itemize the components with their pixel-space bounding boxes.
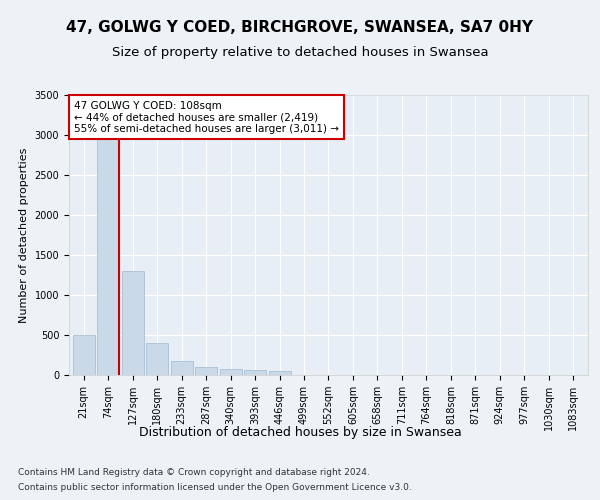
Text: 47, GOLWG Y COED, BIRCHGROVE, SWANSEA, SA7 0HY: 47, GOLWG Y COED, BIRCHGROVE, SWANSEA, S… [67, 20, 533, 35]
Bar [244, 370, 266, 375]
Text: 47 GOLWG Y COED: 108sqm
← 44% of detached houses are smaller (2,419)
55% of semi: 47 GOLWG Y COED: 108sqm ← 44% of detache… [74, 100, 339, 134]
Bar [195, 367, 217, 375]
Bar [97, 139, 119, 375]
Text: Contains public sector information licensed under the Open Government Licence v3: Contains public sector information licen… [18, 483, 412, 492]
Text: Contains HM Land Registry data © Crown copyright and database right 2024.: Contains HM Land Registry data © Crown c… [18, 468, 370, 477]
Text: Distribution of detached houses by size in Swansea: Distribution of detached houses by size … [139, 426, 461, 439]
Bar [269, 371, 290, 375]
Bar [170, 361, 193, 375]
Y-axis label: Number of detached properties: Number of detached properties [19, 148, 29, 322]
Bar [122, 271, 143, 375]
Bar [146, 343, 168, 375]
Bar [220, 369, 242, 375]
Bar [73, 335, 95, 375]
Text: Size of property relative to detached houses in Swansea: Size of property relative to detached ho… [112, 46, 488, 59]
